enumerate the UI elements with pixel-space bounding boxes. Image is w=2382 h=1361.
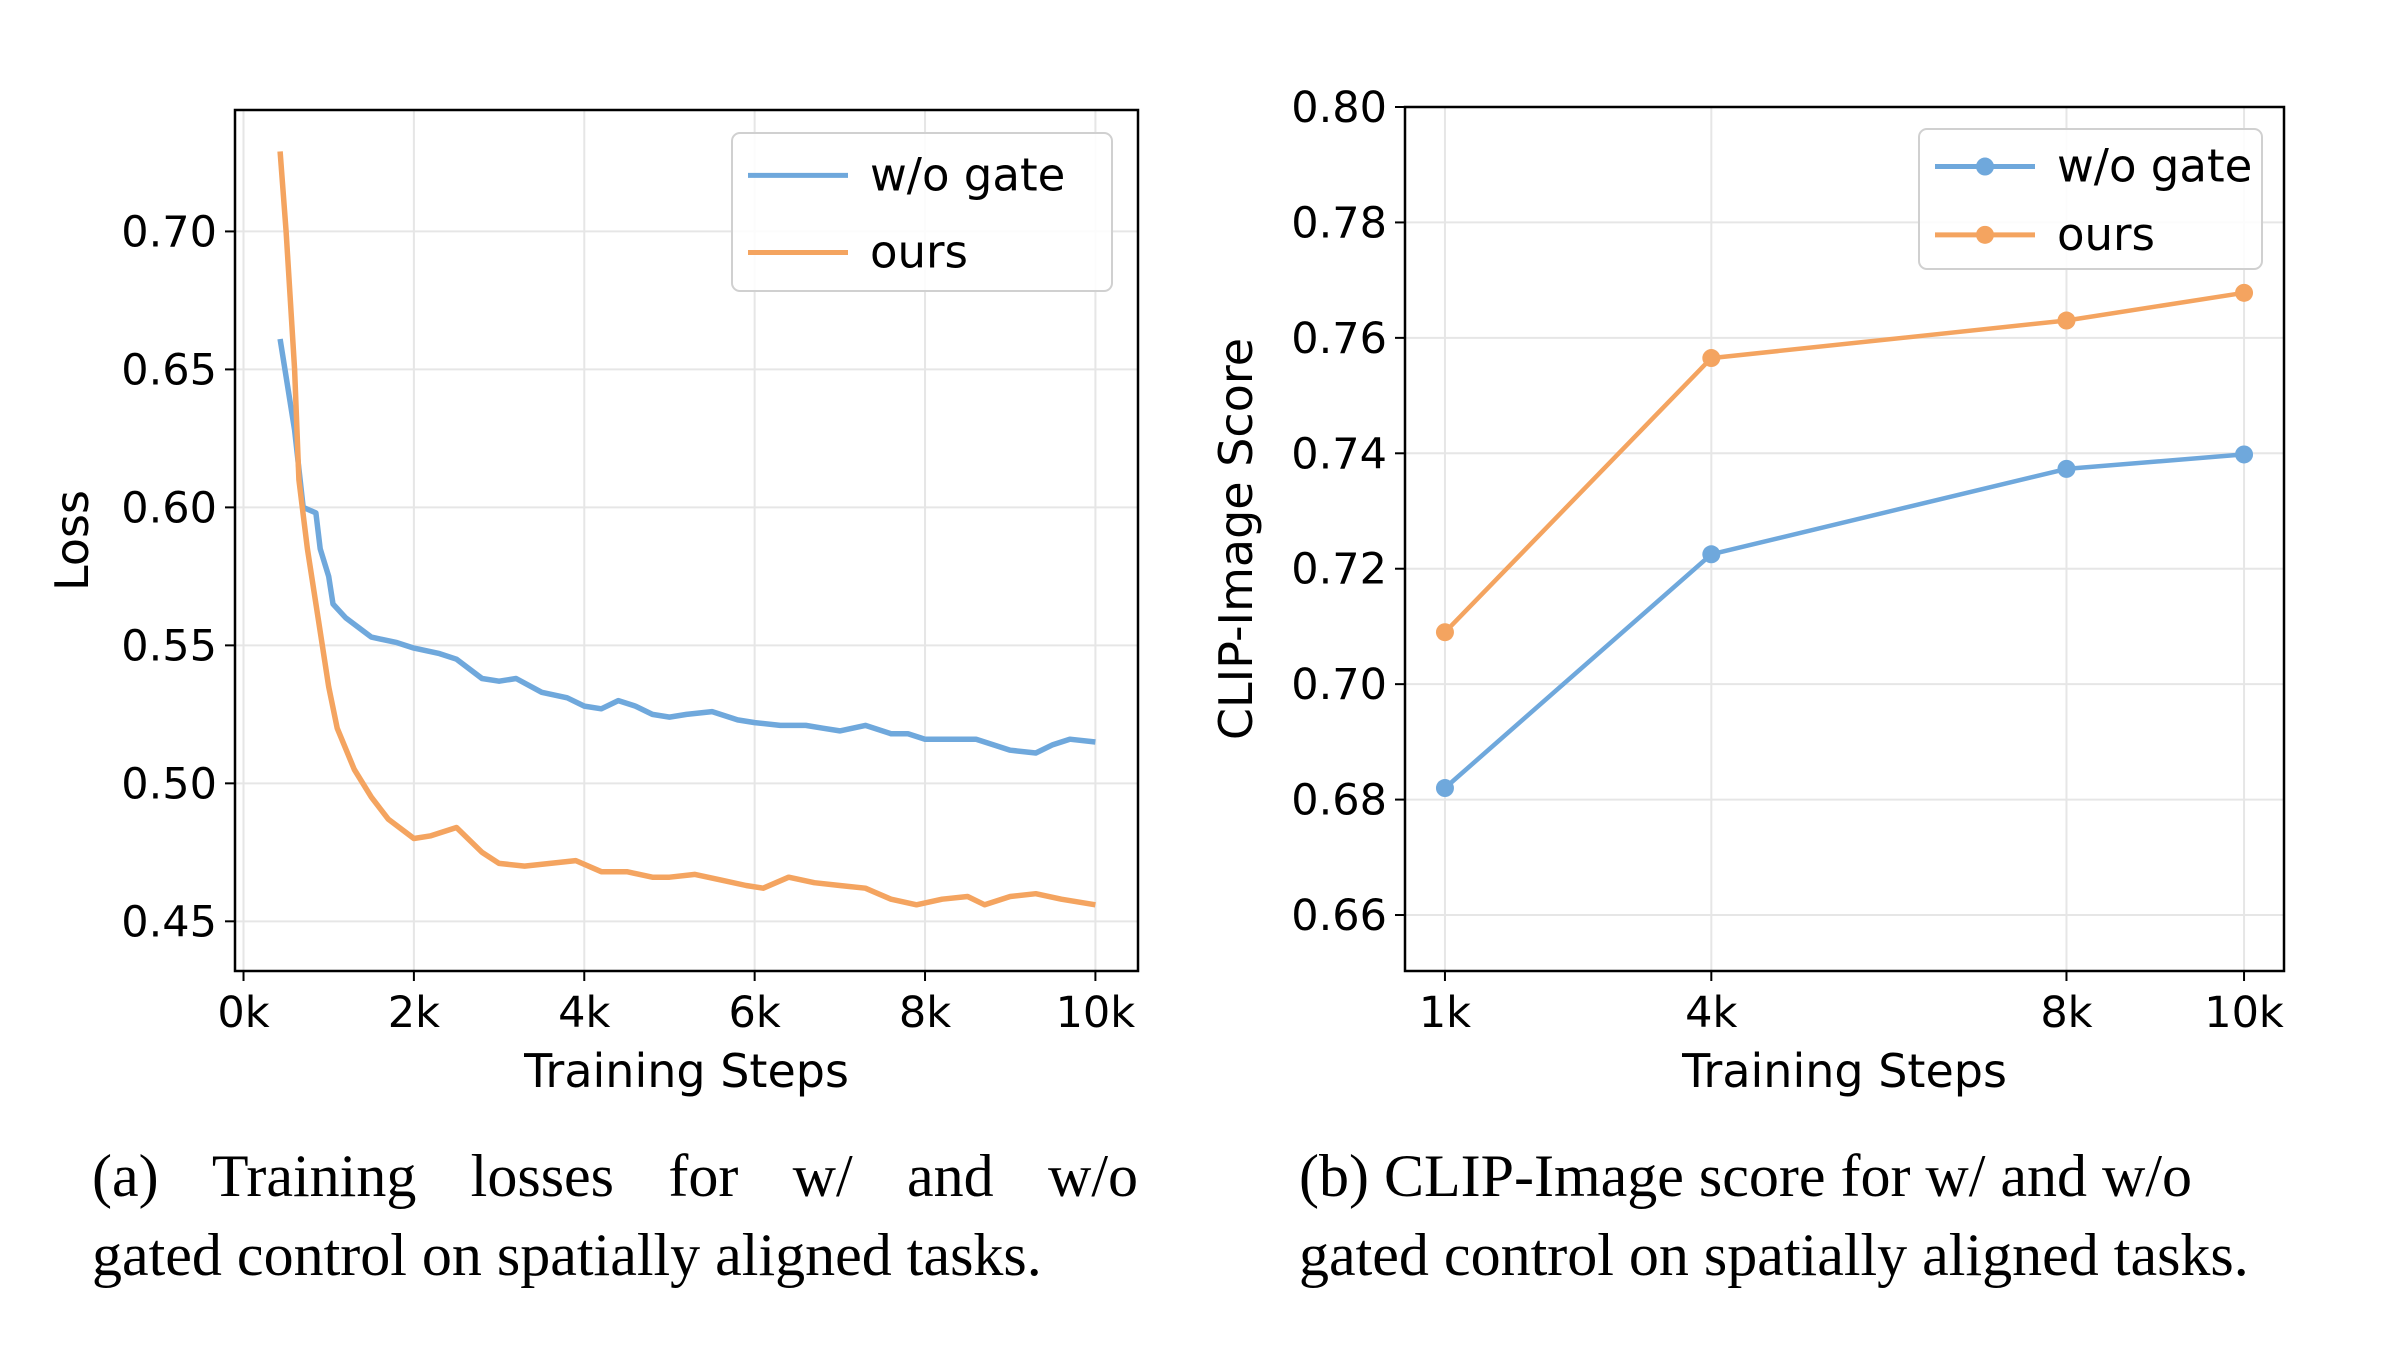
series-line-w-o-gate [277, 338, 1096, 756]
y-tick-label: 0.65 [121, 345, 217, 395]
y-tick-label: 0.80 [1291, 83, 1387, 133]
legend-label: w/o gate [870, 148, 1065, 201]
y-tick-label: 0.78 [1291, 198, 1387, 248]
x-tick-label: 8k [899, 988, 951, 1038]
caption-b-line1: (b) CLIP-Image score for w/ and w/o [1299, 1143, 2193, 1209]
legend-label: ours [2057, 208, 2155, 261]
chart-b: 1k 4k 8k 10k 0.66 0.68 0.70 0.72 0.74 0.76 0.78 0.8… [1209, 83, 2286, 1098]
y-tick-label: 0.55 [121, 621, 217, 671]
y-axis-label: Loss [45, 490, 99, 591]
y-tick-label: 0.74 [1291, 429, 1387, 479]
series-line-ours [277, 151, 1096, 908]
legend: w/o gate ours [731, 132, 1113, 292]
x-tick-label: 6k [729, 988, 781, 1038]
y-tick-label: 0.50 [121, 759, 217, 809]
y-tick-label: 0.68 [1291, 776, 1387, 826]
y-tick-label: 0.60 [121, 483, 217, 533]
y-tick-label: 0.72 [1291, 545, 1387, 595]
y-tick-label: 0.70 [121, 207, 217, 257]
caption-b-line2: gated control on spatially aligned tasks… [1299, 1222, 2249, 1288]
x-axis-label: Training Steps [523, 1044, 849, 1098]
series-line-ours [1443, 290, 2245, 634]
x-tick-label: 10k [2204, 988, 2284, 1038]
x-tick-label: 2k [388, 988, 440, 1038]
data-point [2235, 283, 2254, 302]
legend: w/o gate ours [1918, 128, 2263, 270]
x-tick-label: 1k [1419, 988, 1471, 1038]
series-line-w-o-gate [1443, 452, 2245, 790]
x-tick-label: 0k [217, 988, 269, 1038]
legend-marker [1976, 157, 1994, 176]
data-point [2057, 311, 2076, 330]
y-tick-label: 0.45 [121, 897, 217, 947]
x-axis-label: Training Steps [1681, 1044, 2007, 1098]
data-point [2235, 445, 2254, 464]
y-tick-label: 0.66 [1291, 891, 1387, 941]
legend-marker [1976, 225, 1994, 244]
x-tick-label: 8k [2040, 988, 2092, 1038]
data-point [1702, 349, 1721, 368]
data-point [1435, 623, 1454, 642]
legend-label: ours [870, 225, 968, 278]
axes-frame [233, 108, 1140, 973]
caption-a-line2: gated control on spatially aligned tasks… [92, 1222, 1042, 1288]
caption-a-line1: (a) Training losses for w/ and w/o [92, 1143, 1138, 1209]
data-point [1702, 545, 1721, 564]
y-axis-label: CLIP-Image Score [1209, 338, 1263, 740]
data-point [2057, 459, 2076, 478]
data-point [1435, 779, 1454, 798]
y-tick-label: 0.76 [1291, 314, 1387, 364]
legend-label: w/o gate [2057, 140, 2252, 193]
chart-a: 0k 2k 4k 6k 8k 10k 0.45 0.50 0.55 0.60 0.65 0.70 Tra… [45, 108, 1140, 1098]
x-tick-label: 4k [558, 988, 610, 1038]
axes-frame [1403, 105, 2286, 973]
y-tick-label: 0.70 [1291, 660, 1387, 710]
x-tick-label: 10k [1056, 988, 1136, 1038]
x-tick-label: 4k [1685, 988, 1737, 1038]
